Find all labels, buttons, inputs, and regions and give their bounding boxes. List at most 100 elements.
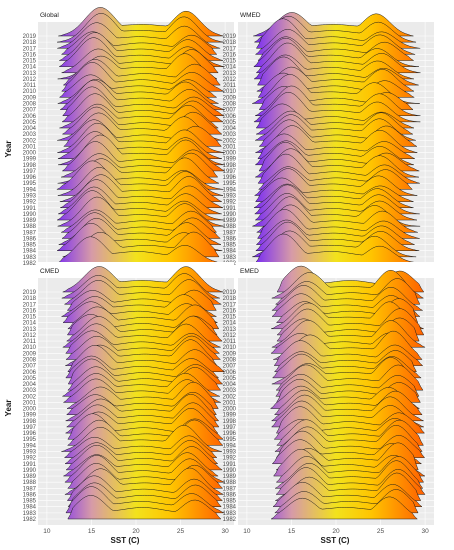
y-tick-label: 2005	[223, 376, 237, 382]
y-tick-label: 2006	[23, 114, 37, 120]
y-tick-label: 1998	[23, 163, 37, 169]
y-tick-label: 1982	[23, 517, 37, 523]
y-tick-label: 1992	[223, 200, 237, 206]
y-axis-title-bottom: Year	[4, 400, 13, 417]
y-tick-label: 1990	[223, 468, 237, 474]
y-tick-label: 2014	[223, 65, 237, 71]
x-tick-label: 25	[177, 528, 185, 535]
y-tick-label: 1989	[223, 218, 237, 224]
y-tick-label: 1991	[23, 462, 37, 468]
panel-strip	[38, 6, 234, 22]
y-tick-label: 2016	[223, 308, 237, 314]
y-tick-label: 1990	[223, 212, 237, 218]
y-tick-label: 2019	[223, 290, 237, 296]
y-tick-label: 2009	[23, 95, 37, 101]
y-tick-label: 2014	[23, 321, 37, 327]
y-tick-label: 2015	[23, 315, 37, 321]
y-tick-label: 1992	[23, 456, 37, 462]
panels-group: Global1982198319841985198619871988198919…	[23, 6, 434, 535]
y-tick-label: 2015	[223, 315, 237, 321]
y-tick-label: 1988	[23, 480, 37, 486]
y-tick-label: 1987	[223, 230, 237, 236]
y-tick-label: 1998	[23, 419, 37, 425]
y-tick-label: 1983	[23, 255, 37, 261]
y-tick-label: 1987	[223, 486, 237, 492]
y-tick-label: 1991	[223, 462, 237, 468]
y-tick-label: 2009	[223, 351, 237, 357]
y-tick-label: 2019	[23, 290, 37, 296]
y-tick-label: 2017	[223, 302, 237, 308]
y-tick-label: 2013	[23, 327, 37, 333]
y-tick-label: 2010	[223, 89, 237, 95]
y-tick-label: 2018	[223, 296, 237, 302]
y-tick-label: 1994	[223, 443, 237, 449]
y-tick-label: 2013	[223, 327, 237, 333]
y-tick-label: 1993	[223, 450, 237, 456]
y-tick-label: 2004	[23, 382, 37, 388]
y-tick-label: 2010	[23, 345, 37, 351]
y-tick-label: 1983	[23, 511, 37, 517]
y-tick-label: 1990	[23, 212, 37, 218]
y-tick-label: 1994	[23, 443, 37, 449]
panel-wmed: WMED198219831984198519861987198819891990…	[223, 6, 434, 279]
y-tick-label: 2000	[223, 407, 237, 413]
y-tick-label: 2004	[23, 126, 37, 132]
y-tick-label: 1983	[223, 255, 237, 261]
y-tick-label: 2011	[23, 339, 37, 345]
panel-strip-label: WMED	[240, 12, 261, 19]
y-tick-label: 1997	[23, 425, 37, 431]
y-tick-label: 2005	[23, 120, 37, 126]
y-tick-label: 2002	[23, 138, 37, 144]
ridge-1982	[254, 233, 420, 264]
y-tick-label: 1999	[223, 157, 237, 163]
y-tick-label: 2016	[23, 52, 37, 58]
x-tick-label: 20	[132, 528, 140, 535]
y-tick-label: 1988	[223, 224, 237, 230]
y-tick-label: 2001	[223, 144, 237, 150]
y-tick-label: 1984	[223, 249, 237, 255]
y-tick-label: 1984	[223, 505, 237, 511]
y-tick-label: 2010	[223, 345, 237, 351]
y-tick-label: 2000	[223, 151, 237, 157]
y-tick-label: 2004	[223, 382, 237, 388]
y-tick-label: 1991	[223, 206, 237, 212]
y-tick-label: 2011	[223, 83, 237, 89]
panel-emed: EMED 198219831984198519861987198819891990…	[223, 262, 434, 535]
y-tick-label: 1986	[223, 236, 237, 242]
x-axis-title-right: SST (C)	[321, 536, 350, 545]
y-tick-label: 1998	[223, 419, 237, 425]
y-tick-label: 2003	[23, 388, 37, 394]
y-tick-label: 2018	[223, 40, 237, 46]
y-tick-label: 1986	[223, 492, 237, 498]
y-tick-label: 2002	[23, 394, 37, 400]
y-tick-label: 2016	[23, 308, 37, 314]
y-tick-label: 1991	[23, 206, 37, 212]
ridge-1982	[270, 496, 418, 520]
y-tick-label: 1994	[223, 187, 237, 193]
y-tick-label: 1998	[223, 163, 237, 169]
y-tick-label: 2007	[223, 108, 237, 114]
y-tick-label: 2017	[23, 302, 37, 308]
y-tick-label: 1996	[23, 175, 37, 181]
y-tick-label: 2006	[223, 114, 237, 120]
y-tick-label: 2012	[23, 77, 37, 83]
x-axis-title-left: SST (C)	[111, 536, 140, 545]
y-tick-label: 1984	[23, 249, 37, 255]
panel-strip-label: CMED	[40, 268, 59, 275]
y-tick-label: 2018	[23, 296, 37, 302]
panel-strip	[238, 6, 434, 22]
y-tick-label: 2002	[223, 394, 237, 400]
y-tick-label: 2000	[23, 407, 37, 413]
y-axis-title-top: Year	[4, 141, 13, 158]
y-tick-label: 2012	[23, 333, 37, 339]
y-tick-label: 2012	[223, 333, 237, 339]
y-tick-label: 2005	[223, 120, 237, 126]
y-tick-label: 2009	[23, 351, 37, 357]
y-tick-label: 1995	[223, 437, 237, 443]
y-tick-label: 1988	[223, 480, 237, 486]
y-tick-label: 1995	[23, 437, 37, 443]
y-tick-label: 2017	[223, 46, 237, 52]
y-tick-label: 2013	[23, 71, 37, 77]
y-tick-label: 2007	[223, 364, 237, 370]
y-tick-label: 2009	[223, 95, 237, 101]
